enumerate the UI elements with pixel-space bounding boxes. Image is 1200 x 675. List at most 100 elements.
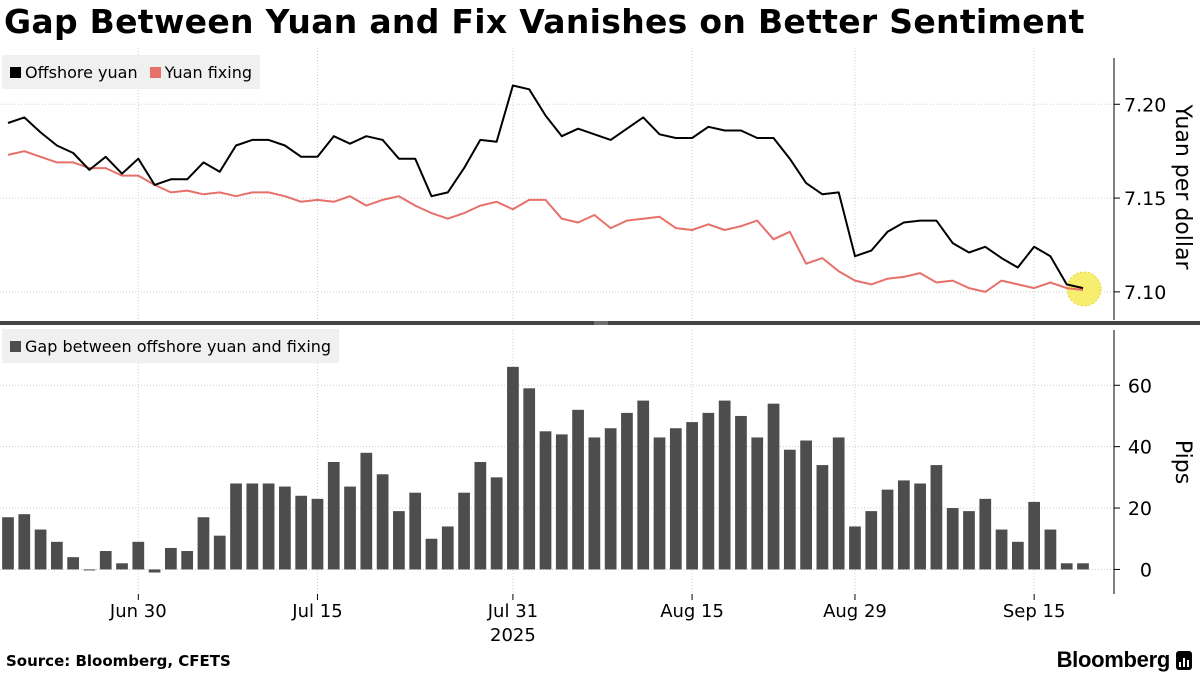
gap-bar: [409, 492, 422, 570]
legend-item-offshore: Offshore yuan: [10, 63, 138, 82]
legend-label-offshore: Offshore yuan: [25, 62, 138, 82]
gap-bar: [702, 412, 715, 570]
gap-bar: [148, 569, 161, 573]
gap-bar: [197, 517, 210, 570]
gap-bar: [686, 422, 698, 570]
gap-bar: [83, 569, 96, 571]
gap-bar: [295, 495, 308, 570]
gap-bar: [751, 437, 764, 570]
gap-bar: [995, 529, 1008, 570]
gap-bar: [344, 486, 356, 570]
gap-bar: [393, 511, 405, 570]
gap-bar: [34, 529, 47, 570]
price-lines: [7, 84, 1102, 307]
gap-bar: [165, 547, 177, 570]
top-legend: Offshore yuan Yuan fixing: [2, 55, 260, 89]
top-y-axis-title: Yuan per dollar: [1170, 104, 1195, 271]
bottom-y-axis-title: Pips: [1170, 440, 1195, 484]
gap-bar: [669, 428, 682, 570]
bottom-y-tick-label: 40: [1128, 437, 1152, 459]
gap-bar: [1044, 529, 1057, 570]
gap-bar: [458, 492, 470, 570]
gap-bar: [865, 511, 878, 570]
gap-bar: [523, 388, 536, 570]
gap-bar: [735, 415, 747, 570]
gap-bar: [979, 498, 992, 570]
yuan-fixing-line: [7, 150, 1084, 293]
gap-bar: [1028, 501, 1040, 570]
gap-bar: [181, 551, 194, 570]
gap-bars: [2, 366, 1089, 573]
x-tick-label: Jul 31: [487, 601, 538, 622]
x-tick-label: Sep 15: [1003, 601, 1066, 622]
gap-bar: [474, 462, 487, 570]
bottom-legend: Gap between offshore yuan and fixing: [2, 329, 340, 363]
brand-logo: Bloomberg: [1057, 647, 1192, 673]
gap-bar: [849, 526, 861, 570]
gap-bar: [507, 366, 519, 570]
gap-bar: [425, 538, 438, 570]
legend-swatch-gap: [10, 340, 21, 352]
gap-bar: [67, 557, 80, 570]
gap-bar: [539, 431, 552, 570]
legend-item-gap: Gap between offshore yuan and fixing: [10, 337, 331, 356]
gap-bar: [588, 437, 601, 570]
top-y-tick-label: 7.20: [1124, 94, 1166, 116]
x-tick-label: Aug 29: [823, 601, 887, 622]
x-tick-label: Jun 30: [109, 601, 167, 622]
gap-bar: [230, 483, 242, 570]
gap-bar: [441, 526, 454, 570]
gap-bar: [881, 489, 894, 570]
gap-bar: [116, 563, 128, 570]
chart-title: Gap Between Yuan and Fix Vanishes on Bet…: [4, 2, 1085, 41]
gap-bar: [604, 428, 617, 570]
gap-bar: [360, 452, 373, 570]
gap-bar: [637, 400, 650, 570]
axes: Jun 30 Jul 15 Jul 31 Aug 15 Aug 29 Sep 15 2025…: [0, 58, 1200, 646]
legend-swatch-fixing: [149, 66, 161, 78]
gap-bar: [1077, 563, 1089, 570]
gap-bar: [800, 440, 812, 570]
gap-bar: [262, 483, 275, 570]
gap-bar: [946, 508, 959, 570]
x-tick-label: Jul 15: [291, 601, 342, 622]
gap-bar: [963, 511, 975, 570]
legend-label-fixing: Yuan fixing: [164, 62, 252, 82]
gap-bar: [376, 474, 389, 570]
gap-bar: [279, 486, 291, 570]
bottom-y-tick-label: 20: [1128, 498, 1152, 520]
gap-bar: [311, 498, 324, 570]
gap-bar: [327, 462, 340, 570]
gap-bar: [18, 514, 31, 570]
gap-bar: [653, 437, 666, 570]
gap-bar: [816, 465, 829, 570]
gap-bar: [767, 403, 780, 570]
gap-bar: [621, 412, 633, 570]
gap-bar: [572, 409, 584, 570]
bloomberg-terminal-icon: [1176, 650, 1192, 670]
top-y-tick-label: 7.10: [1124, 282, 1166, 304]
gap-bar: [213, 535, 226, 570]
gap-bar: [555, 434, 568, 570]
gap-bar: [1060, 563, 1073, 570]
top-panel-grid: [0, 48, 1114, 320]
gap-bar: [914, 483, 926, 570]
brand-name: Bloomberg: [1056, 647, 1171, 672]
gap-bar: [718, 400, 731, 570]
gap-bar: [246, 483, 259, 570]
gap-bar: [783, 449, 796, 570]
top-y-tick-label: 7.15: [1124, 188, 1166, 210]
gap-bar: [99, 551, 112, 570]
gap-bar: [2, 517, 14, 570]
bottom-y-tick-label: 60: [1128, 375, 1152, 397]
gap-bar: [490, 477, 503, 570]
source-note: Source: Bloomberg, CFETS: [6, 652, 231, 670]
legend-item-fixing: Yuan fixing: [149, 62, 252, 82]
gap-bar: [930, 465, 943, 570]
title-text: Gap Between Yuan and Fix Vanishes on Bet…: [4, 2, 1085, 41]
legend-label-gap: Gap between offshore yuan and fixing: [25, 336, 332, 356]
gap-bar: [1011, 541, 1024, 570]
gap-bar: [132, 541, 145, 570]
x-tick-label: Aug 15: [660, 601, 724, 622]
